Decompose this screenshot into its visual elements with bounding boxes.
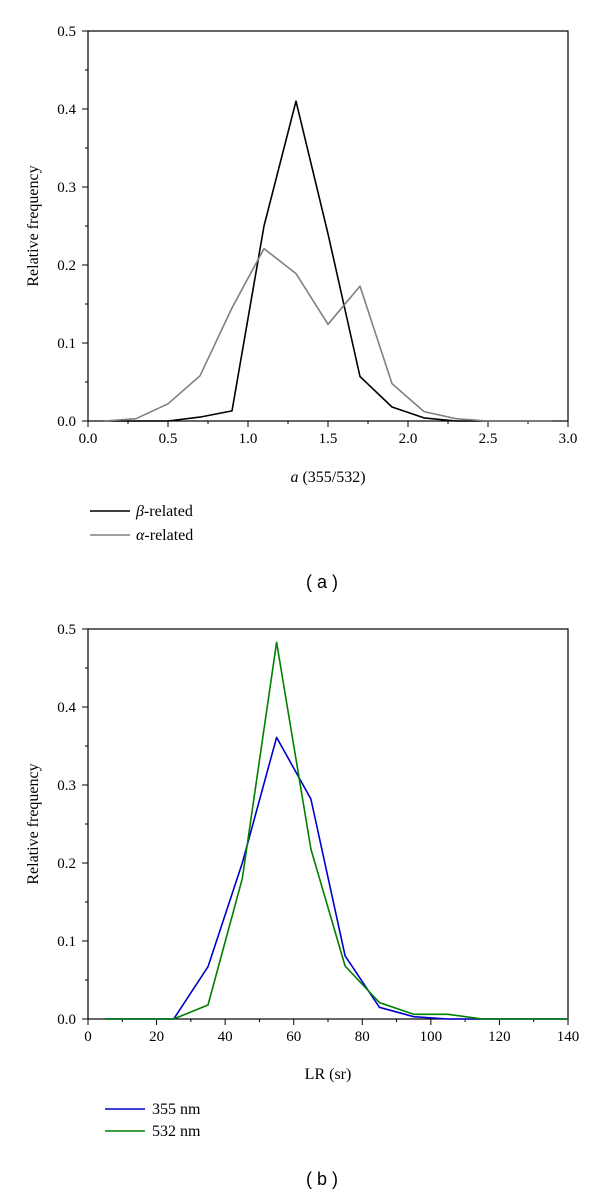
x-tick-label: 0	[84, 1029, 92, 1045]
x-tick-label: 1.5	[319, 431, 338, 447]
x-tick-label: 140	[557, 1029, 580, 1045]
panel-caption: ( b )	[306, 1169, 338, 1189]
x-axis-label: a (355/532)	[290, 469, 365, 486]
legend-label-355nm: 355 nm	[152, 1101, 201, 1118]
x-tick-label: 0.5	[159, 431, 178, 447]
plot-frame	[87, 628, 569, 1020]
x-tick-label: 3.0	[559, 431, 578, 447]
y-tick-label: 0.1	[57, 934, 76, 950]
panel-caption: ( a )	[306, 572, 338, 592]
plot-frame	[87, 30, 569, 422]
y-tick-label: 0.4	[57, 102, 76, 118]
y-tick-label: 0.3	[57, 778, 76, 794]
series-line-related	[104, 100, 552, 422]
series-line-355-nm	[105, 736, 568, 1020]
legend-label-532nm: 532 nm	[152, 1123, 201, 1140]
y-tick-label: 0.5	[57, 622, 76, 638]
chart-b: 0 20 40 60 80 100 120 140 0.0 0.1 0.2 0.3 0.4 0.5 Rel…	[25, 622, 580, 1189]
legend-label-beta: β-related	[135, 503, 193, 520]
y-tick-label: 0.2	[57, 258, 76, 274]
legend: β-related α-related	[90, 503, 193, 544]
x-tick-label: 2.0	[399, 431, 418, 447]
y-axis-label: Relative frequency	[25, 763, 42, 884]
y-axis-label: Relative frequency	[25, 165, 42, 286]
x-axis-label: LR (sr)	[305, 1066, 352, 1083]
x-tick-label: 20	[149, 1029, 164, 1045]
x-tick-label: 120	[488, 1029, 511, 1045]
chart-a: 0.0 0.5 1.0 1.5 2.0 2.5 3.00.00.10.20.30.40.5 …	[25, 24, 578, 592]
y-tick-label: 0.3	[57, 180, 76, 196]
x-tick-label: 0.0	[79, 431, 98, 447]
series-line-related	[103, 247, 552, 422]
x-tick-label: 2.5	[479, 431, 498, 447]
x-tick-label: 1.0	[239, 431, 258, 447]
y-tick-label: 0.1	[57, 336, 76, 352]
x-tick-label: 40	[218, 1029, 233, 1045]
x-tick-label: 60	[286, 1029, 301, 1045]
chart-panel-a: 0.0 0.5 1.0 1.5 2.0 2.5 3.0 0.0 0.1 0.2 0.3 0.4 0.5 …	[0, 0, 600, 597]
y-tick-label: 0.0	[57, 1012, 76, 1028]
x-tick-label: 100	[420, 1029, 443, 1045]
x-tick-label: 80	[355, 1029, 370, 1045]
y-tick-label: 0.5	[57, 24, 76, 40]
chart-panel-b: 0 20 40 60 80 100 120 140 0.0 0.1 0.2 0.3 0.4 0.5 Rel…	[0, 597, 600, 1194]
series-line-532-nm	[105, 641, 568, 1020]
legend: 355 nm 532 nm	[105, 1101, 201, 1140]
legend-label-alpha: α-related	[136, 527, 193, 544]
y-tick-label: 0.4	[57, 700, 76, 716]
y-tick-label: 0.0	[57, 414, 76, 430]
y-tick-label: 0.2	[57, 856, 76, 872]
